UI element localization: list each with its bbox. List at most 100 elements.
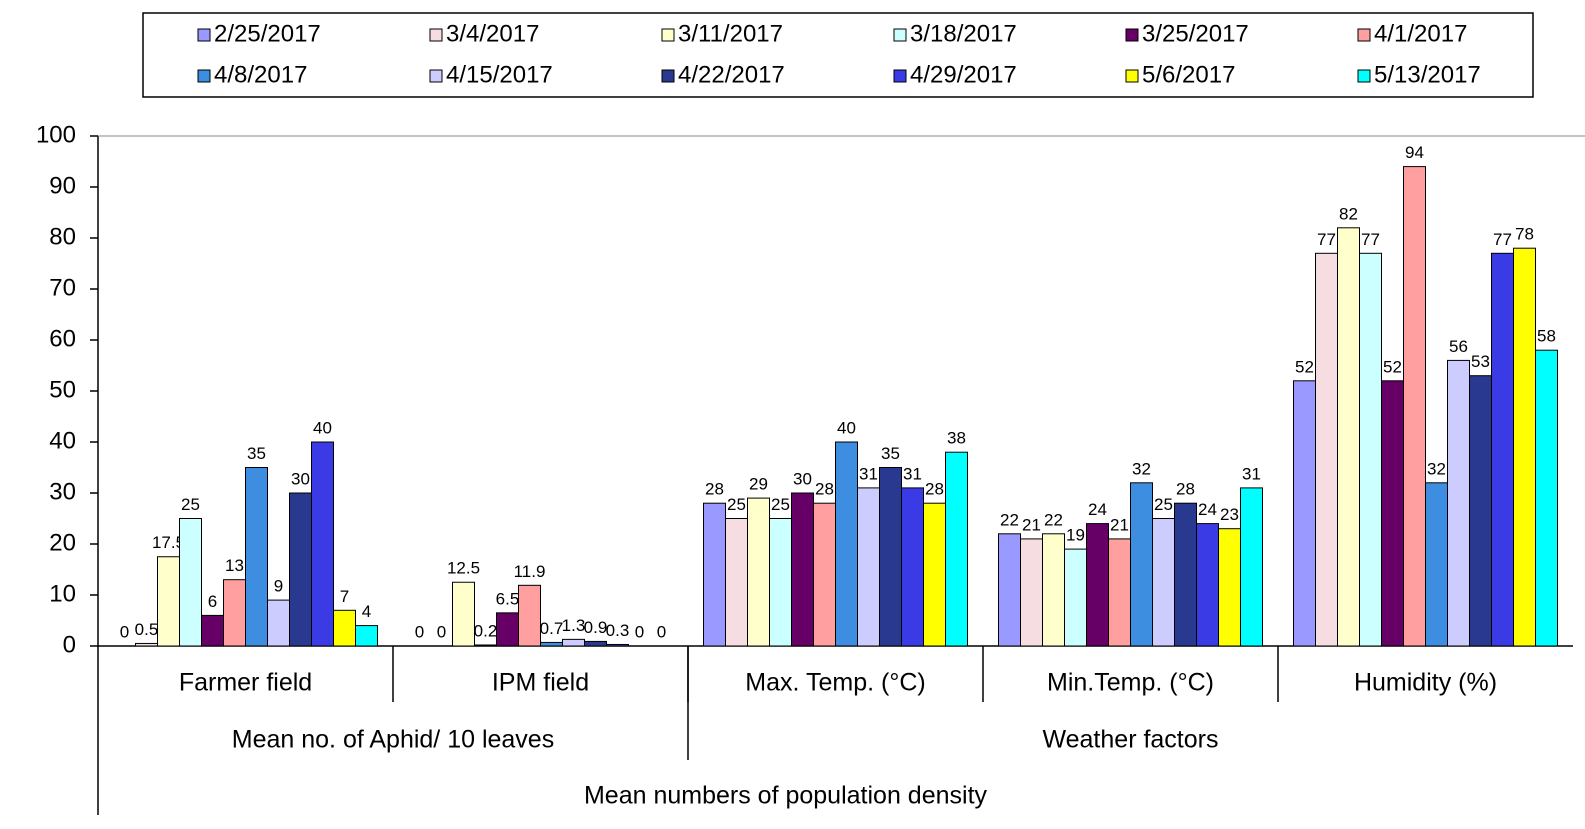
data-label: 30 (291, 469, 310, 488)
legend-swatch (429, 28, 443, 42)
bar (1240, 487, 1263, 647)
data-label: 0.3 (606, 621, 630, 640)
data-label: 31 (903, 464, 922, 483)
bar (747, 497, 770, 647)
bar (289, 492, 312, 647)
data-label: 31 (1242, 464, 1261, 483)
y-tick-label: 70 (49, 274, 76, 301)
bar (540, 641, 563, 647)
data-label: 23 (1220, 505, 1239, 524)
bar (813, 502, 836, 647)
x-tick-label: IPM field (492, 669, 589, 697)
data-label: 22 (1000, 510, 1019, 529)
category-group-label: Weather factors (1042, 726, 1218, 754)
bar (1293, 380, 1316, 647)
legend-swatch (893, 69, 907, 83)
data-label: 77 (1493, 230, 1512, 249)
bar (1108, 538, 1131, 647)
data-label: 28 (925, 480, 944, 499)
data-label: 58 (1537, 327, 1556, 346)
bar (835, 441, 858, 647)
bar (945, 451, 968, 647)
data-label: 28 (815, 480, 834, 499)
data-label: 9 (274, 577, 283, 596)
bar (1447, 359, 1470, 647)
data-label: 1.3 (562, 616, 586, 635)
data-label: 30 (793, 469, 812, 488)
data-label: 0.7 (540, 619, 564, 638)
legend-swatch (661, 69, 675, 83)
x-tick-label: Farmer field (179, 669, 312, 697)
legend-label: 3/25/2017 (1142, 20, 1249, 47)
legend-swatch (1357, 69, 1371, 83)
legend-swatch (661, 28, 675, 42)
bar (223, 579, 246, 647)
bar (791, 492, 814, 647)
data-label: 7 (340, 587, 349, 606)
bar (606, 643, 629, 647)
data-label: 13 (225, 556, 244, 575)
bar (1359, 252, 1382, 647)
data-label: 78 (1515, 225, 1534, 244)
bar (518, 584, 541, 647)
legend-label: 4/8/2017 (214, 61, 307, 88)
data-label: 38 (947, 429, 966, 448)
bar (1469, 375, 1492, 647)
bar (135, 642, 158, 647)
legend-label: 3/18/2017 (910, 20, 1017, 47)
y-tick-label: 10 (49, 580, 76, 607)
bar (1152, 518, 1175, 647)
bar (901, 487, 924, 647)
bar (179, 518, 202, 647)
legend-box (142, 12, 1534, 98)
legend-label: 5/6/2017 (1142, 61, 1235, 88)
bar (1130, 482, 1153, 647)
data-label: 19 (1066, 526, 1085, 545)
data-label: 21 (1110, 515, 1129, 534)
x-tick-label: Humidity (%) (1354, 669, 1497, 697)
data-label: 17.5 (152, 533, 185, 552)
y-tick-label: 20 (49, 529, 76, 556)
data-label: 22 (1044, 510, 1063, 529)
bar (1064, 548, 1087, 647)
bar (1425, 482, 1448, 647)
legend-swatch (1125, 28, 1139, 42)
bar (1491, 252, 1514, 647)
data-label: 25 (727, 495, 746, 514)
legend-swatch (197, 28, 211, 42)
bar (769, 518, 792, 647)
y-tick-label: 60 (49, 325, 76, 352)
data-label: 6 (208, 592, 217, 611)
data-label: 32 (1132, 459, 1151, 478)
bar (1174, 502, 1197, 647)
bar (725, 518, 748, 647)
legend-label: 2/25/2017 (214, 20, 321, 47)
bar (998, 533, 1021, 647)
y-tick-label: 80 (49, 223, 76, 250)
bar (1513, 247, 1536, 647)
y-tick-label: 40 (49, 427, 76, 454)
data-label: 25 (1154, 495, 1173, 514)
bar (1535, 349, 1558, 647)
legend-label: 4/29/2017 (910, 61, 1017, 88)
bar (496, 612, 519, 647)
bar (1315, 252, 1338, 647)
legend-swatch (429, 69, 443, 83)
bar (1020, 538, 1043, 647)
data-label: 77 (1361, 230, 1380, 249)
data-label: 94 (1405, 143, 1424, 162)
data-label: 29 (749, 475, 768, 494)
data-label: 52 (1383, 357, 1402, 376)
data-label: 0 (415, 622, 424, 641)
data-label: 53 (1471, 352, 1490, 371)
data-label: 35 (247, 444, 266, 463)
legend-swatch (893, 28, 907, 42)
data-label: 24 (1198, 500, 1217, 519)
x-tick-label: Min.Temp. (°C) (1047, 669, 1214, 697)
legend-label: 4/15/2017 (446, 61, 553, 88)
bar (562, 638, 585, 647)
bar (333, 609, 356, 647)
data-label: 28 (705, 480, 724, 499)
bar (584, 640, 607, 647)
data-label: 56 (1449, 337, 1468, 356)
